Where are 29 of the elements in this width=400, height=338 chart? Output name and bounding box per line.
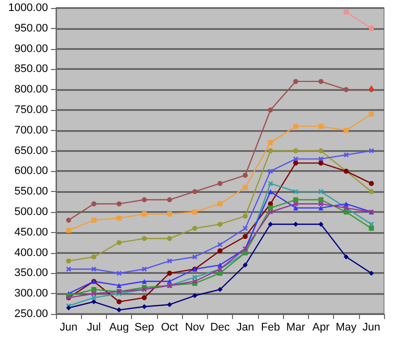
x-tick-label: Oct	[160, 322, 178, 334]
y-tick-label: 500.00	[14, 206, 48, 218]
y-tick-label: 900.00	[14, 42, 48, 55]
y-tick-label: 650.00	[14, 144, 48, 157]
y-tick-label: 300.00	[14, 288, 48, 300]
x-tick-label: Jul	[86, 322, 101, 334]
x-tick-label: Aug	[109, 322, 129, 334]
y-tick-label: 700.00	[14, 124, 48, 136]
x-tick-label: May	[336, 322, 358, 334]
y-tick-label: 850.00	[14, 63, 48, 76]
x-tick-label: Feb	[260, 322, 280, 334]
y-tick-label: 400.00	[14, 246, 48, 259]
x-tick-label: Dec	[210, 322, 230, 334]
y-tick-label: 250.00	[14, 308, 48, 320]
x-tick-label: Jun	[362, 322, 380, 334]
x-tick-label: Mar	[286, 322, 306, 334]
x-tick-label: Nov	[184, 322, 206, 334]
y-tick-label: 600.00	[14, 165, 48, 178]
y-tick-label: 800.00	[14, 84, 48, 96]
y-tick-label: 1000.00	[8, 2, 48, 14]
x-tick-label: Apr	[312, 322, 330, 334]
y-tick-label: 950.00	[14, 22, 48, 34]
x-tick-label: Jun	[60, 322, 78, 334]
y-tick-label: 750.00	[14, 104, 48, 116]
y-tick-label: 550.00	[14, 186, 48, 198]
y-tick-label: 450.00	[14, 226, 48, 238]
y-tick-label: 350.00	[14, 267, 48, 280]
x-tick-label: Jan	[236, 322, 254, 334]
x-tick-label: Sep	[134, 322, 154, 334]
